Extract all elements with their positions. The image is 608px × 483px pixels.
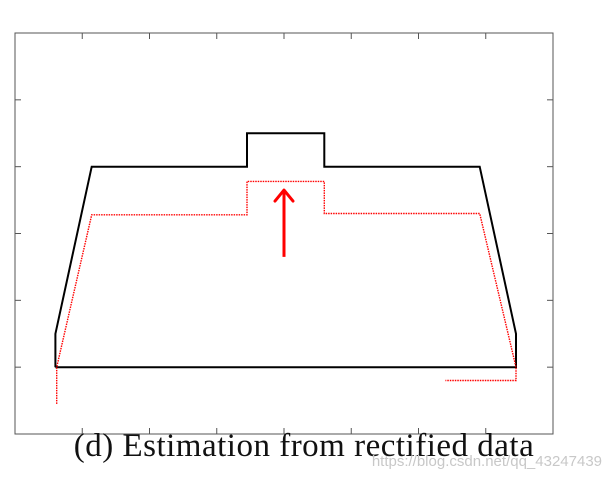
figure-caption: (d) Estimation from rectified data bbox=[73, 428, 535, 464]
series-line-1 bbox=[54, 132, 517, 369]
annotation-arrow-head bbox=[273, 188, 295, 203]
watermark: https://blog.csdn.net/qq_43247439 bbox=[371, 453, 602, 470]
series-line-2 bbox=[56, 180, 517, 404]
